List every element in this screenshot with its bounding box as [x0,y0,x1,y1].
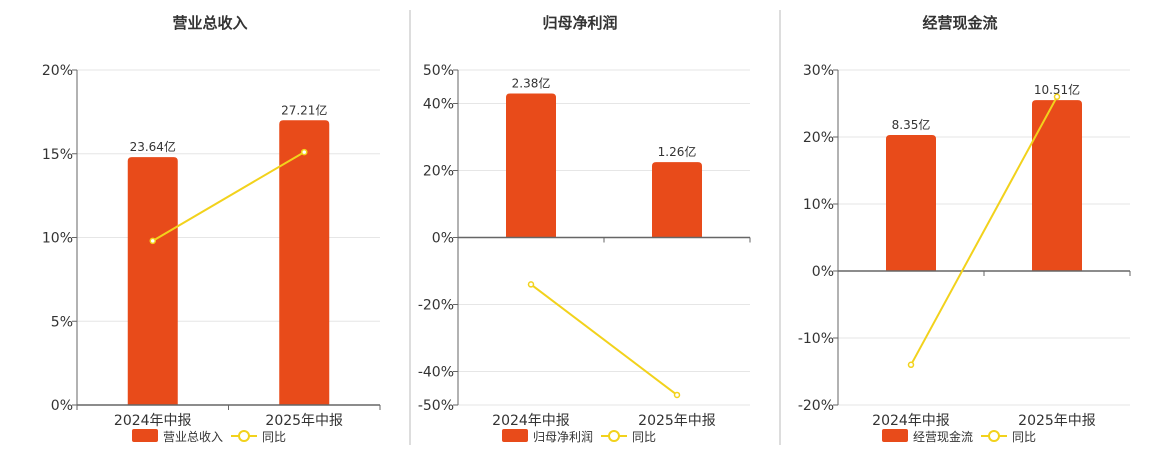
x-tick-label: 2024年中报 [872,413,950,429]
y-tick-label: 20% [423,164,454,180]
y-tick-label: -20% [418,298,454,314]
legend-bar-swatch [502,429,528,442]
bar-data-label: 27.21亿 [281,102,327,117]
yoy-point [673,391,681,399]
bar-data-label: 1.26亿 [658,144,697,159]
legend-bar-label: 营业总收入 [163,430,223,444]
yoy-point [301,148,308,156]
y-tick-label: -40% [418,365,454,381]
chart-title: 营业总收入 [172,14,247,32]
yoy-point [1053,93,1061,101]
y-tick-label: 10% [42,231,73,247]
x-tick-label: 2025年中报 [1018,413,1096,429]
bar [279,120,330,405]
legend-bar-swatch [882,429,908,442]
bar [127,157,178,405]
bar [1032,100,1082,272]
legend-line-marker [988,430,1000,442]
chart-title: 经营现金流 [922,14,997,32]
bar [886,134,936,271]
y-tick-label: -20% [798,398,834,414]
yoy-point [527,281,535,288]
yoy-point [907,361,915,369]
y-tick-label: 0% [51,398,73,414]
legend-line-label: 同比 [262,430,286,444]
bar [506,93,556,238]
x-tick-label: 2024年中报 [492,413,570,429]
yoy-line [152,151,305,242]
y-tick-label: -10% [798,331,834,347]
legend-bar-label: 经营现金流 [913,429,973,444]
y-tick-label: 15% [42,147,73,163]
y-tick-label: 20% [803,130,834,146]
legend-line-marker [608,430,620,442]
bar-data-label: 23.64亿 [130,139,176,154]
legend-line-label: 同比 [632,430,656,444]
x-tick-label: 2024年中报 [114,413,192,429]
bar-data-label: 2.38亿 [512,75,551,90]
y-tick-label: 20% [42,63,73,79]
bar [652,162,702,238]
bar-data-label: 10.51亿 [1034,82,1080,97]
bar-data-label: 8.35亿 [892,117,931,132]
y-tick-label: 30% [803,63,834,79]
y-tick-label: 10% [803,197,834,213]
x-tick-label: 2025年中报 [638,413,716,429]
chart-title: 归母净利润 [542,14,617,32]
legend-bar-label: 归母净利润 [533,430,593,444]
yoy-line [530,283,678,396]
x-tick-label: 2025年中报 [265,413,343,429]
y-tick-label: 40% [423,97,454,113]
y-tick-label: 50% [423,63,454,79]
y-tick-label: 5% [51,314,73,330]
y-tick-label: 0% [812,264,834,280]
legend-bar-swatch [132,429,158,442]
y-tick-label: 0% [432,231,454,247]
y-tick-label: -50% [418,398,454,414]
yoy-line [910,96,1058,366]
legend-line-marker [238,430,250,442]
legend-line-label: 同比 [1012,430,1036,444]
yoy-point [149,237,156,245]
